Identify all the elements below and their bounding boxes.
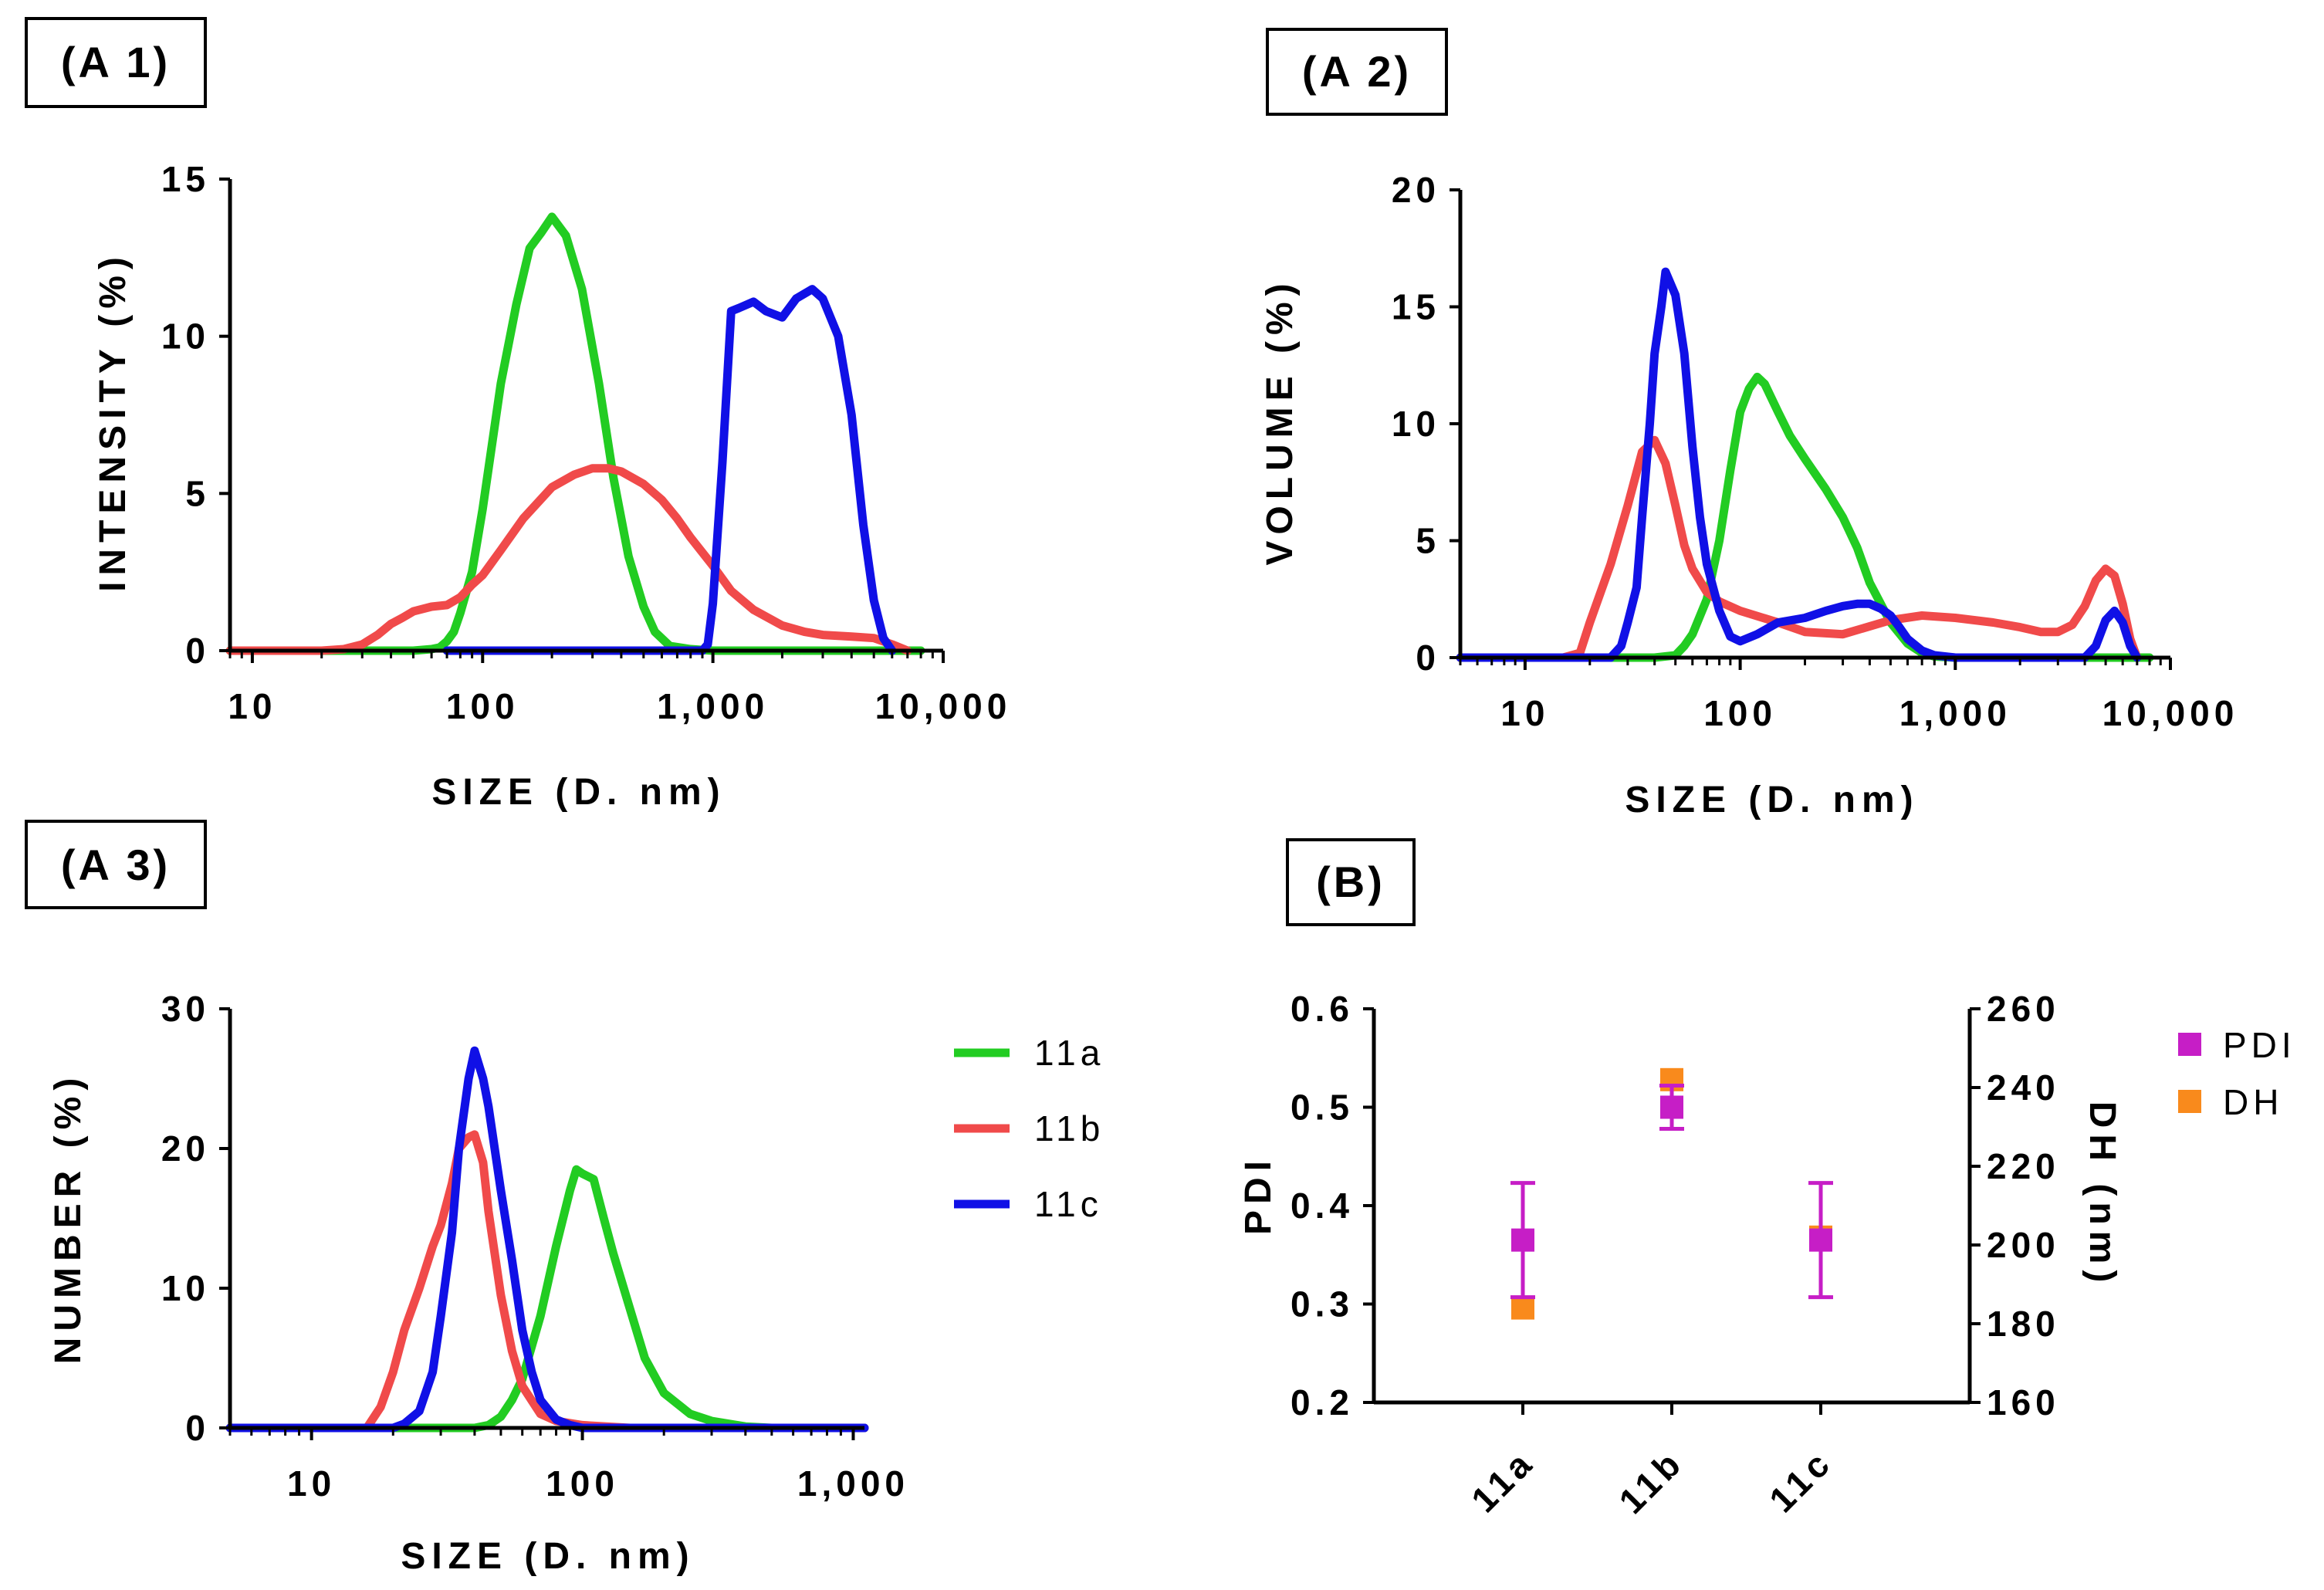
chart-b-y2-axis-title: DH (nm) (2082, 1101, 2123, 1289)
chart-a1-series-line-11a (225, 212, 925, 655)
legend-label-11c: 11c (1034, 1184, 1103, 1224)
chart-b-y-tick-label: 0.6 (1291, 989, 1354, 1029)
chart-a1-x-axis-title: SIZE (D. nm) (431, 772, 726, 813)
legend-samples: 11a 11b 11c (954, 1033, 1104, 1224)
chart-b-y-tick-label: 0.3 (1291, 1284, 1354, 1324)
chart-b-point-pdi-11c (1809, 1228, 1832, 1252)
chart-b-x-tick-label-11a: 11a (1463, 1441, 1542, 1520)
chart-a1-y-tick-label: 5 (185, 473, 210, 513)
chart-b-y-tick-label: 0.4 (1291, 1186, 1354, 1226)
chart-b-y2-tick-label: 160 (1987, 1382, 2060, 1423)
chart-a3-y-axis-title: NUMBER (%) (48, 1072, 89, 1365)
chart-b-y-tick-label: 0.2 (1291, 1382, 1354, 1423)
chart-a2-series-line-11c (1456, 267, 2142, 662)
chart-a3-series-line-11b (225, 1130, 869, 1433)
legend-label-pdi: PDI (2223, 1025, 2296, 1065)
chart-b-y2-tick-label: 240 (1987, 1067, 2060, 1108)
panel-label-b: (B) (1286, 838, 1416, 926)
chart-a1-series (225, 212, 925, 655)
chart-a3-x-tick-label: 100 (546, 1463, 619, 1504)
chart-a1-x-tick-label: 10 (228, 686, 276, 726)
chart-a2-volume: 0 5 10 15 20 10 100 1,000 10,000 SIZE (D. nm) VO… (1260, 170, 2239, 820)
chart-b-point-pdi-11b (1660, 1095, 1683, 1119)
chart-b-y-axis-title: PDI (1238, 1155, 1279, 1235)
chart-b-pdi-dh: 0.2 0.3 0.4 0.5 0.6 160 180 200 220 240 260 11a 11b 1… (1238, 989, 2123, 1521)
chart-b-y2-tick-label: 220 (1987, 1146, 2060, 1186)
chart-a2-x-tick-label: 10 (1500, 693, 1549, 733)
chart-a1-y-axis-title: INTENSITY (%) (93, 251, 134, 592)
chart-b-x-tick-label-11c: 11c (1761, 1441, 1840, 1520)
chart-a2-series (1456, 267, 2154, 662)
chart-a3-y-tick-label: 10 (161, 1268, 210, 1308)
chart-b-y2-tick-label: 200 (1987, 1225, 2060, 1265)
chart-a2-x-tick-label: 1,000 (1899, 693, 2011, 733)
panel-label-a2: (A 2) (1266, 28, 1448, 116)
chart-b-y2-tick-label: 180 (1987, 1304, 2060, 1344)
chart-b-y2-tick-label: 260 (1987, 989, 2060, 1029)
chart-a3-x-axis-title: SIZE (D. nm) (401, 1536, 695, 1577)
panel-label-a1: (A 1) (25, 17, 207, 108)
chart-a3-axes: 0 10 20 30 10 100 1,000 (161, 989, 909, 1504)
chart-a2-x-tick-label: 10,000 (2102, 693, 2239, 733)
chart-a2-x-axis-title: SIZE (D. nm) (1625, 780, 1919, 820)
chart-a2-y-tick-label: 5 (1416, 521, 1440, 561)
chart-b-series (1510, 1067, 1833, 1320)
chart-a3-number: 0 10 20 30 10 100 1,000 SIZE (D. nm) NUMBER (%… (48, 989, 909, 1577)
chart-b-axes: 0.2 0.3 0.4 0.5 0.6 160 180 200 220 240 260 11a 11b 1… (1291, 989, 2060, 1521)
chart-a2-y-tick-label: 20 (1392, 170, 1440, 210)
chart-a1-x-tick-label: 10,000 (875, 686, 1012, 726)
chart-a1-intensity: 0 5 10 15 10 100 1,000 10,000 SIZE (D. nm) INTE… (93, 159, 1012, 813)
panel-label-a1-text: (A 1) (61, 38, 171, 86)
legend-swatch-pdi (2178, 1033, 2201, 1056)
legend-pdi-dh: PDI DH (2178, 1025, 2296, 1122)
chart-a2-y-tick-label: 15 (1392, 287, 1440, 327)
chart-a1-y-tick-label: 0 (185, 631, 210, 671)
chart-a3-x-tick-label: 10 (287, 1463, 336, 1504)
chart-a2-series-line-11b (1456, 435, 2142, 662)
chart-a2-y-tick-label: 0 (1416, 638, 1440, 678)
chart-a3-series-line-11c (225, 1046, 869, 1433)
chart-a1-y-tick-label: 15 (161, 159, 210, 199)
legend-label-dh: DH (2223, 1082, 2283, 1122)
panel-label-a3-text: (A 3) (61, 841, 171, 889)
chart-a2-x-tick-label: 100 (1703, 693, 1777, 733)
legend-swatch-dh (2178, 1090, 2201, 1113)
chart-a3-y-tick-label: 0 (185, 1408, 210, 1448)
chart-a1-series-line-11b (225, 464, 912, 655)
chart-b-point-dh-11a (1511, 1296, 1534, 1320)
chart-a3-x-tick-label: 1,000 (797, 1463, 909, 1504)
chart-a3-series-line-11a (225, 1165, 869, 1433)
chart-a1-axes: 0 5 10 15 10 100 1,000 10,000 (161, 159, 1012, 726)
chart-a3-y-tick-label: 20 (161, 1128, 210, 1169)
chart-a2-axes: 0 5 10 15 20 10 100 1,000 10,000 (1392, 170, 2239, 733)
panel-label-b-text: (B) (1316, 858, 1385, 906)
chart-a1-y-tick-label: 10 (161, 316, 210, 357)
legend-label-11a: 11a (1034, 1033, 1104, 1073)
chart-a2-y-axis-title: VOLUME (%) (1260, 277, 1301, 565)
chart-a2-y-tick-label: 10 (1392, 404, 1440, 444)
chart-b-y-tick-label: 0.5 (1291, 1088, 1354, 1128)
chart-b-x-tick-label-11b: 11b (1611, 1441, 1691, 1521)
chart-a1-x-tick-label: 100 (446, 686, 519, 726)
chart-a3-series (225, 1046, 869, 1433)
chart-a1-series-line-11c (442, 285, 897, 655)
chart-a1-x-tick-label: 1,000 (657, 686, 769, 726)
panel-label-a3: (A 3) (25, 820, 207, 909)
panel-label-a2-text: (A 2) (1302, 47, 1412, 96)
chart-a3-y-tick-label: 30 (161, 989, 210, 1029)
legend-label-11b: 11b (1034, 1108, 1104, 1149)
chart-b-point-pdi-11a (1511, 1228, 1534, 1252)
